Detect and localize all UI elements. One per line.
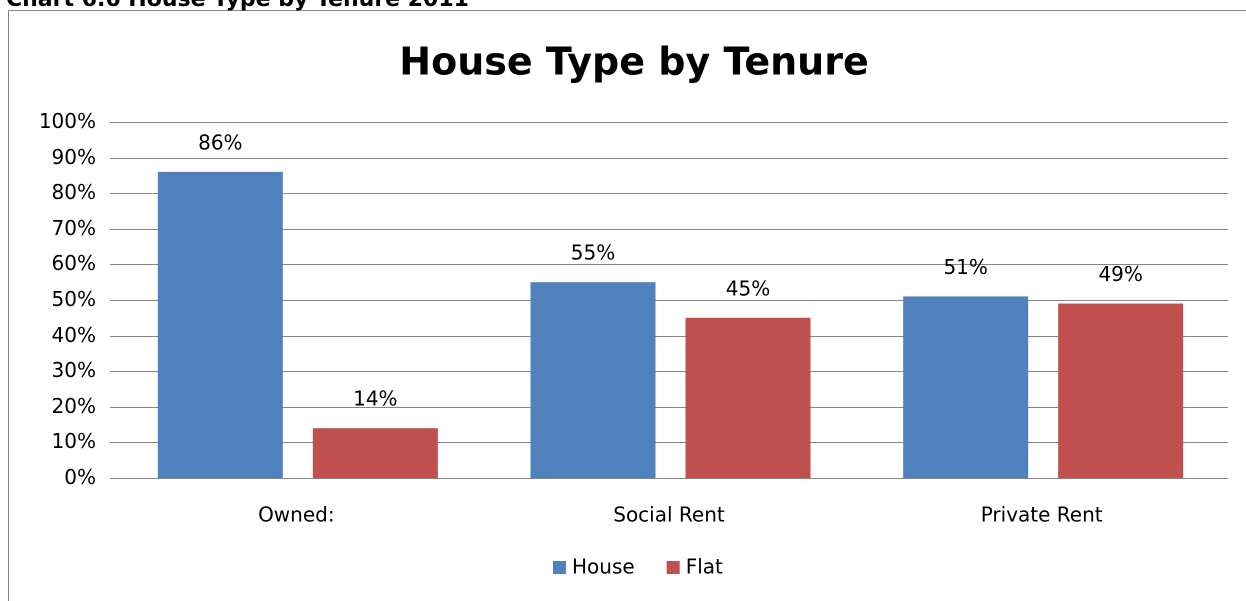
- bar: [312, 428, 438, 478]
- y-tick-label: 50%: [52, 287, 96, 311]
- y-tick-label: 80%: [52, 180, 96, 204]
- y-tick-label: 20%: [52, 394, 96, 418]
- heading: Chart 6.6 House Type by Tenure 2011: [6, 0, 469, 12]
- legend-label: House: [572, 555, 635, 579]
- bar: [1058, 303, 1184, 478]
- data-label: 14%: [353, 387, 397, 411]
- chart-title: House Type by Tenure: [399, 40, 868, 84]
- data-label: 86%: [198, 130, 242, 154]
- y-tick-label: 40%: [52, 323, 96, 347]
- bar: [685, 317, 811, 478]
- y-tick-label: 0%: [64, 465, 96, 489]
- y-tick-label: 30%: [52, 358, 96, 382]
- x-tick-label: Private Rent: [981, 503, 1103, 527]
- legend-swatch: [553, 561, 566, 574]
- y-tick-label: 100%: [39, 109, 96, 133]
- bar: [157, 171, 283, 478]
- y-tick-label: 60%: [52, 251, 96, 275]
- bar: [903, 296, 1029, 478]
- legend-label: Flat: [686, 555, 723, 579]
- x-tick-label: Owned:: [258, 503, 335, 527]
- data-label: 45%: [726, 276, 770, 300]
- data-label: 51%: [943, 255, 987, 279]
- x-tick-label: Social Rent: [613, 503, 725, 527]
- y-tick-label: 90%: [52, 145, 96, 169]
- data-label: 49%: [1098, 262, 1142, 286]
- y-tick-label: 70%: [52, 216, 96, 240]
- data-label: 55%: [571, 241, 615, 265]
- y-tick-label: 10%: [52, 429, 96, 453]
- bar: [530, 282, 656, 478]
- legend-swatch: [666, 561, 680, 574]
